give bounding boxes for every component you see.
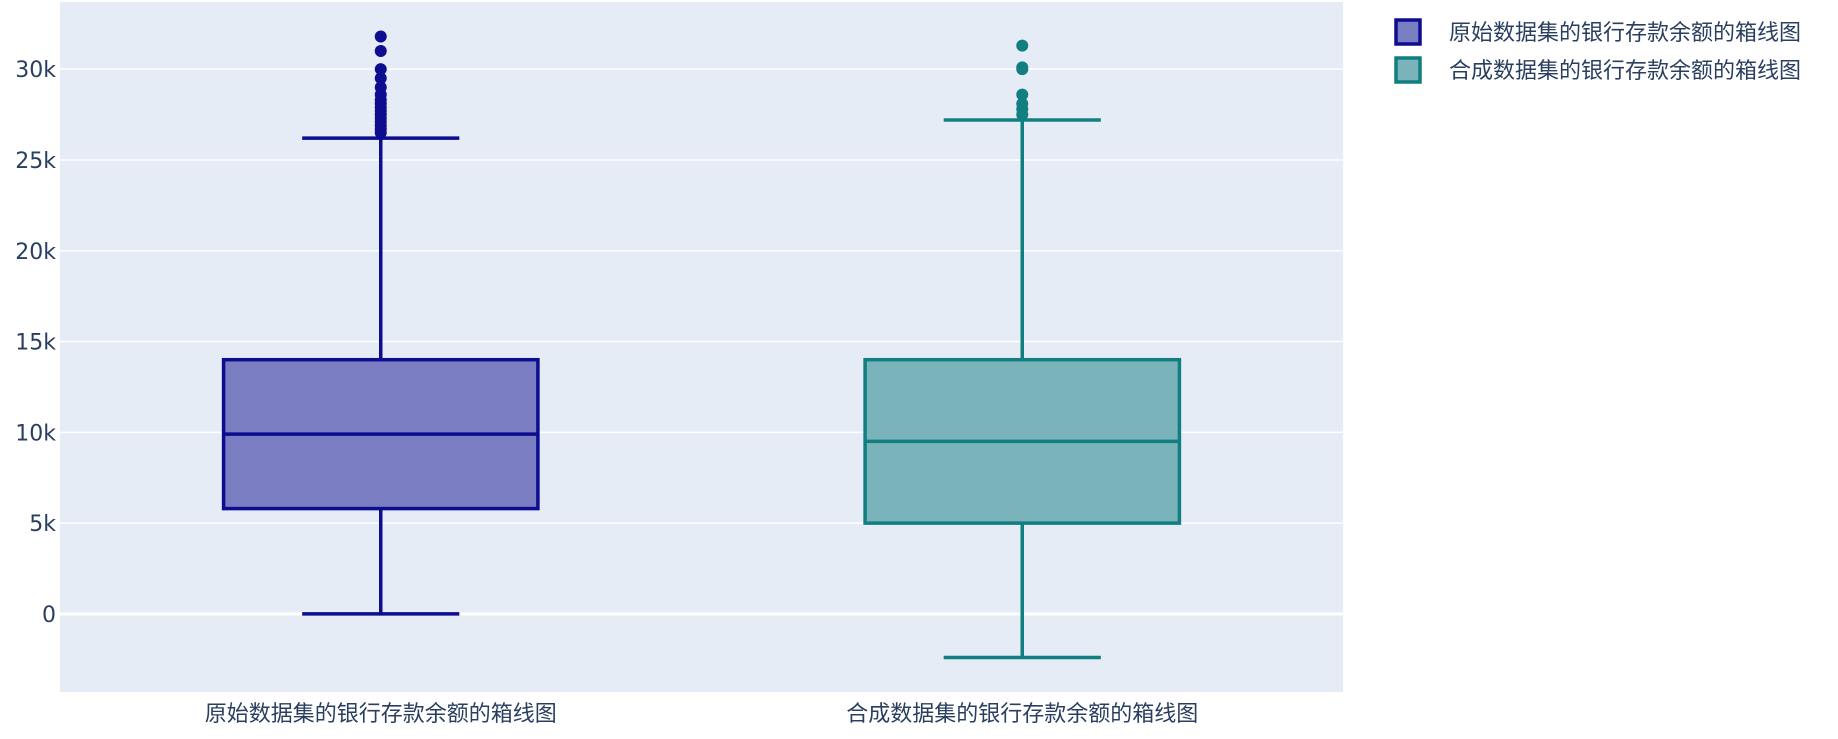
legend-label: 原始数据集的银行存款余额的箱线图 (1449, 21, 1801, 46)
x-axis-ticks: 原始数据集的银行存款余额的箱线图 合成数据集的银行存款余额的箱线图 (205, 702, 1199, 727)
x-tick-label: 合成数据集的银行存款余额的箱线图 (846, 702, 1198, 727)
legend-item: 合成数据集的银行存款余额的箱线图 (1394, 56, 1801, 84)
legend-swatch (1394, 56, 1422, 84)
outlier-point (1016, 39, 1029, 52)
outlier-point (374, 30, 387, 43)
y-axis-ticks: 0 5k 10k 15k 20k 25k 30k (15, 58, 56, 628)
outlier-point (1016, 61, 1029, 74)
x-tick-label: 原始数据集的银行存款余额的箱线图 (205, 702, 557, 727)
box-series (863, 39, 1182, 660)
y-tick-label: 30k (15, 58, 56, 83)
y-tick-label: 15k (15, 331, 56, 356)
y-tick-label: 0 (42, 603, 56, 628)
box-series (221, 30, 540, 616)
outlier-point (374, 63, 387, 76)
y-tick-label: 25k (15, 149, 56, 174)
legend-item: 原始数据集的银行存款余额的箱线图 (1394, 18, 1801, 46)
outlier-point (374, 81, 387, 94)
boxes (221, 30, 1182, 660)
outlier-point (1016, 88, 1029, 101)
y-tick-label: 10k (15, 421, 56, 446)
legend-label: 合成数据集的银行存款余额的箱线图 (1449, 59, 1801, 84)
y-tick-label: 20k (15, 240, 56, 265)
outlier-point (374, 45, 387, 58)
outlier-point (1016, 97, 1029, 110)
legend-swatch (1394, 18, 1422, 46)
outlier-point (374, 72, 387, 85)
y-tick-label: 5k (29, 512, 56, 537)
plot-background (60, 2, 1343, 692)
